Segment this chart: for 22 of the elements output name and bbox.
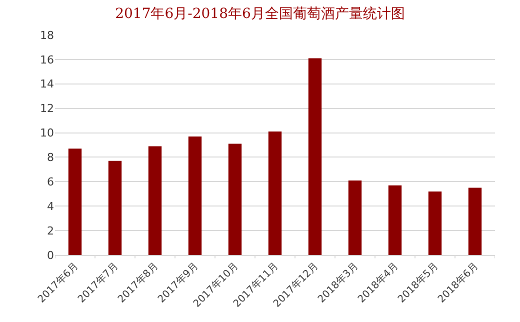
y-tick-label: 12 bbox=[40, 102, 54, 116]
bar bbox=[188, 136, 202, 255]
bar bbox=[148, 146, 162, 255]
y-tick-label: 10 bbox=[40, 126, 54, 140]
bar bbox=[308, 58, 322, 255]
bar bbox=[348, 180, 362, 255]
chart-title: 2017年6月-2018年6月全国葡萄酒产量统计图 bbox=[115, 6, 405, 22]
y-tick-label: 4 bbox=[47, 200, 54, 213]
y-tick-label: 18 bbox=[40, 28, 54, 42]
y-tick-label: 2 bbox=[47, 224, 54, 238]
bar bbox=[68, 148, 82, 255]
bar bbox=[428, 191, 442, 255]
y-tick-label: 16 bbox=[40, 53, 54, 66]
y-tick-label: 14 bbox=[40, 78, 54, 91]
y-tick-label: 6 bbox=[47, 176, 54, 189]
y-tick-label: 8 bbox=[47, 151, 54, 164]
bar bbox=[228, 144, 242, 255]
bar bbox=[108, 160, 122, 255]
bar bbox=[268, 132, 282, 255]
y-tick-label: 0 bbox=[47, 248, 54, 262]
bar bbox=[468, 188, 482, 255]
bar bbox=[388, 185, 402, 255]
